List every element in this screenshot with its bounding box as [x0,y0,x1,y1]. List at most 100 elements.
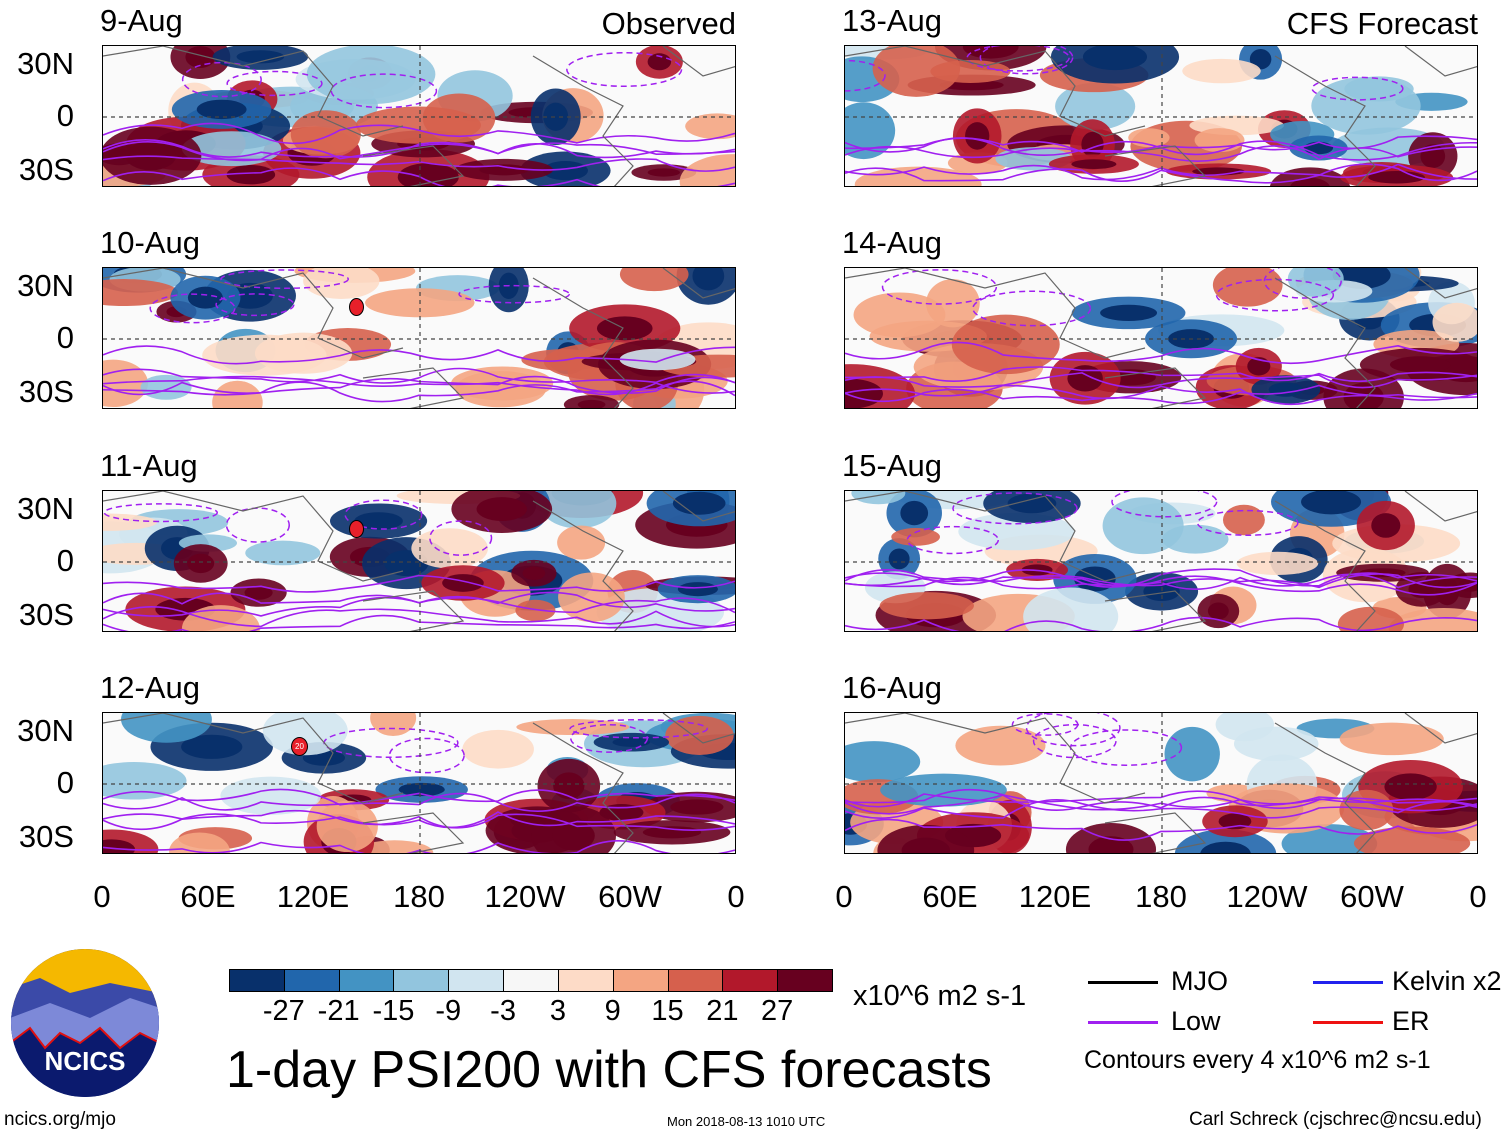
low-contour-negative [330,73,438,109]
anomaly-core [647,53,672,71]
anomaly-core [901,837,950,853]
psi-anomaly-map [103,268,735,408]
map-panel [102,267,736,409]
low-contour-negative [220,269,350,289]
panel-date: 10-Aug [100,225,200,260]
low-contour-negative [225,507,290,543]
lon-label: 180 [1135,879,1187,914]
anomaly-core [692,268,725,291]
anomaly-shade [140,374,192,400]
anomaly-core [965,122,990,150]
anomaly-shade [103,279,178,307]
map-panel [844,267,1478,409]
low-contour [103,375,735,396]
coastline [103,713,735,853]
coastline [103,268,735,408]
legend-line-er [1313,1021,1383,1024]
coastline [845,268,1477,408]
anomaly-core [542,161,588,181]
anomaly-shade [245,540,321,566]
low-contour-negative [1311,76,1404,101]
colorbar-swatch [393,969,450,992]
low-contour [845,341,1477,365]
panel-date: 15-Aug [842,448,942,483]
panel-date: 14-Aug [842,225,942,260]
anomaly-shade [685,113,735,140]
colorbar-label: 9 [604,995,621,1027]
legend-line-mjo [1088,981,1158,984]
low-contour-negative [429,520,493,556]
low-contour [845,788,1477,811]
anomaly-core [185,46,216,69]
anomaly-core [1007,493,1057,514]
colorbar-swatch [229,969,285,992]
forecast-title: CFS Forecast [1286,6,1478,41]
colorbar-label: -15 [372,995,415,1027]
legend-label-mjo: MJO [1171,966,1228,996]
anomaly-core [354,512,403,530]
psi-anomaly-map [845,491,1477,631]
low-contour-negative [566,51,683,88]
panel-date: 16-Aug [842,670,942,705]
anomaly-core [1067,365,1103,392]
panel-date: 12-Aug [100,670,200,705]
psi-anomaly-map [845,713,1477,853]
anomaly-core [962,46,1019,59]
anomaly-shade [1337,606,1404,631]
map-panel [844,490,1478,632]
anomaly-shade [665,715,734,756]
low-contour [103,840,735,853]
coastline [845,491,1477,631]
lat-label: 0 [56,543,74,578]
storm-marker-icon [349,520,364,538]
lon-label: 60E [922,879,978,914]
anomaly-shade [845,741,921,783]
low-contour-negative [1025,713,1121,747]
footer-author: Carl Schreck (cjschrec@ncsu.edu) [1189,1109,1482,1130]
lon-label: 180 [393,879,445,914]
lat-label: 0 [56,320,74,355]
anomaly-shade [558,572,625,622]
storm-marker-icon [349,298,364,316]
anomaly-core [553,772,585,800]
anomaly-shade [422,93,496,143]
low-contour-negative [569,718,708,739]
lon-label: 60E [180,879,236,914]
low-contour [103,788,735,806]
footer-url[interactable]: ncics.org/mjo [4,1109,116,1130]
legend-label-kelvin: Kelvin x2 [1392,966,1502,996]
anomaly-core [543,102,569,131]
ncics-logo: NCICS [10,948,160,1098]
anomaly-core [442,574,484,592]
map-panel [102,45,736,187]
psi-anomaly-map [845,268,1477,408]
lat-label: 0 [56,98,74,133]
lon-label: 0 [1469,879,1487,914]
anomaly-core [939,79,1004,91]
low-contour-negative [1215,278,1335,312]
anomaly-core [244,585,273,600]
low-contour-negative [344,499,423,530]
low-contour-negative [1196,509,1299,537]
lat-label: 30S [18,374,74,409]
low-contour [103,139,735,159]
low-contour [103,792,735,813]
low-contour [845,575,1477,596]
low-contour-negative [570,723,649,753]
anomaly-core [1301,491,1362,515]
anomaly-core [1249,49,1272,70]
colorbar-label: 3 [549,995,566,1027]
anomaly-core [1143,581,1180,602]
lat-label: 30S [18,819,74,854]
anomaly-core [226,165,276,185]
low-contour [103,614,735,631]
low-contour [103,141,735,162]
low-contour [845,568,1477,588]
anomaly-core [1207,602,1229,620]
anomaly-shade [1023,587,1119,631]
lon-label: 120E [276,879,350,914]
map-panel [844,45,1478,187]
colorbar-swatch [503,969,559,992]
anomaly-core [479,164,529,176]
lat-label: 30N [17,46,74,81]
